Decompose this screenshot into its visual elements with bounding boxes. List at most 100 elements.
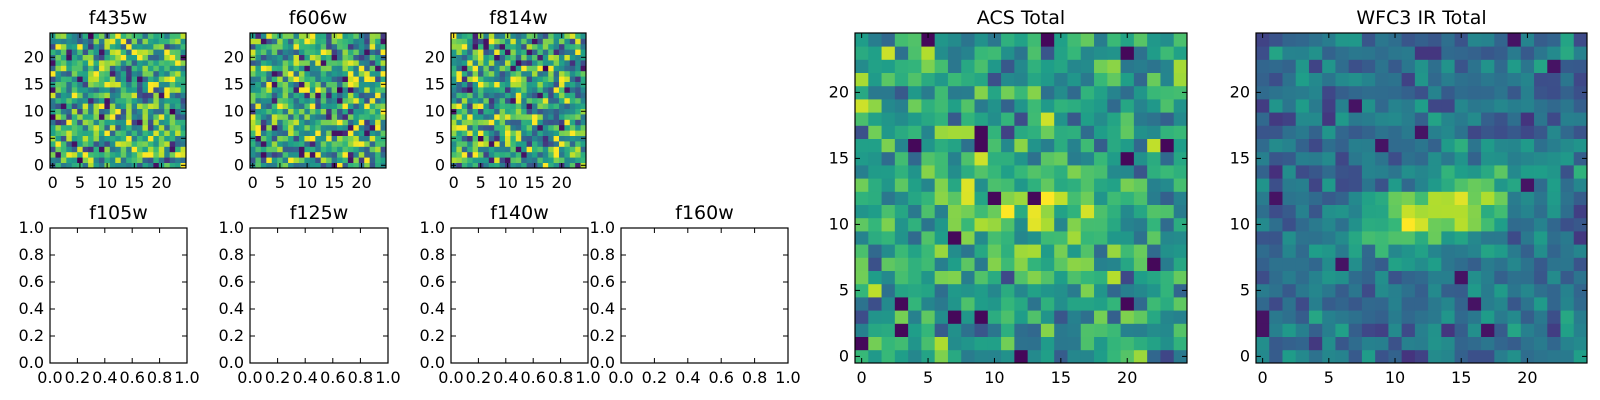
heatmap-cell	[380, 49, 387, 55]
heatmap-cell	[175, 130, 181, 136]
heatmap-cell	[369, 108, 376, 115]
heatmap-cell	[1160, 283, 1175, 298]
heatmap-cell	[1507, 231, 1522, 245]
heatmap-cell	[1388, 323, 1403, 337]
heatmap-cell	[282, 103, 289, 109]
heatmap-cell	[934, 85, 949, 100]
heatmap-cell	[521, 70, 527, 77]
heatmap-cell	[1133, 178, 1148, 192]
heatmap-cell	[974, 138, 989, 153]
x-tick-label: 15	[124, 173, 144, 192]
heatmap-cell	[548, 54, 554, 61]
heatmap-cell	[1375, 349, 1389, 364]
heatmap-cell	[564, 65, 571, 72]
heatmap-cell	[109, 97, 116, 104]
heatmap-cell	[293, 151, 300, 158]
heatmap-cell	[526, 151, 533, 158]
heatmap-cell	[537, 87, 544, 93]
heatmap-cell	[326, 54, 332, 61]
heatmap-cell	[1335, 336, 1350, 351]
heatmap-cell	[569, 114, 576, 120]
heatmap-cell	[934, 99, 949, 113]
heatmap-cell	[271, 146, 278, 153]
heatmap-cell	[1560, 59, 1575, 73]
heatmap-cell	[1335, 99, 1350, 113]
heatmap-cell	[315, 124, 322, 131]
heatmap-cell	[109, 87, 116, 93]
heatmap-cell	[1001, 99, 1015, 113]
heatmap-cell	[164, 60, 171, 66]
heatmap-cell	[1573, 310, 1588, 324]
heatmap-cell	[1507, 85, 1522, 100]
heatmap-cell	[55, 151, 62, 158]
heatmap-cell	[131, 76, 138, 82]
heatmap-cell	[1467, 323, 1482, 337]
heatmap-cell	[1547, 99, 1561, 113]
heatmap-cell	[1120, 138, 1135, 153]
axes-frame	[249, 32, 387, 169]
heatmap-cell	[353, 124, 360, 131]
heatmap-cell	[260, 49, 267, 55]
heatmap-cell	[358, 87, 365, 93]
x-tick-label: 0.0	[237, 368, 262, 387]
heatmap-cell	[1348, 257, 1363, 271]
heatmap-cell	[55, 119, 62, 126]
heatmap-cell	[169, 157, 176, 163]
heatmap-cell	[1027, 59, 1042, 73]
y-tick-label: 1.0	[420, 218, 445, 237]
heatmap-cell	[947, 310, 962, 324]
heatmap-cell	[304, 38, 311, 45]
heatmap-cell	[169, 124, 176, 131]
heatmap-cell	[499, 33, 506, 39]
heatmap-cell	[1040, 85, 1055, 100]
heatmap-cell	[1147, 323, 1161, 337]
heatmap-cell	[894, 323, 909, 337]
heatmap-cell	[1256, 349, 1270, 364]
heatmap-cell	[282, 141, 289, 147]
heatmap-cell	[1322, 125, 1336, 139]
heatmap-cell	[1120, 270, 1135, 285]
heatmap-cell	[868, 46, 882, 60]
heatmap-cell	[1441, 257, 1455, 271]
heatmap-cell	[1107, 297, 1121, 311]
x-tick-label: 0.6	[708, 368, 733, 387]
heatmap-cell	[461, 108, 468, 115]
heatmap-cell	[1147, 297, 1161, 311]
heatmap-cell	[342, 81, 349, 88]
heatmap-cell	[1173, 349, 1188, 364]
heatmap-cell	[142, 157, 149, 163]
heatmap-cell	[1520, 336, 1535, 351]
heatmap-cell	[1467, 270, 1482, 285]
heatmap-cell	[1494, 323, 1508, 337]
heatmap-cell	[499, 76, 506, 82]
heatmap-cell	[908, 323, 922, 337]
heatmap-cell	[1494, 270, 1508, 285]
heatmap-cell	[1454, 297, 1469, 311]
heatmap-cell	[1520, 283, 1535, 298]
heatmap-cell	[169, 49, 176, 55]
heatmap-cell	[1361, 217, 1376, 232]
heatmap-cell	[451, 70, 457, 77]
heatmap-cell	[93, 81, 100, 88]
heatmap-cell	[71, 146, 78, 153]
heatmap-cell	[320, 135, 327, 142]
heatmap-cell	[337, 54, 343, 61]
heatmap-cell	[147, 157, 154, 163]
heatmap-cell	[1173, 138, 1188, 153]
heatmap-cell	[142, 130, 149, 136]
heatmap-cell	[342, 70, 349, 77]
heatmap-cell	[1494, 112, 1508, 126]
heatmap-cell	[1256, 204, 1270, 219]
heatmap-cell	[553, 43, 560, 50]
heatmap-cell	[1269, 204, 1283, 219]
heatmap-cell	[456, 60, 463, 66]
heatmap-cell	[451, 146, 457, 153]
heatmap-cell	[559, 92, 565, 99]
heatmap-cell	[881, 191, 896, 205]
y-tick-label: 20	[829, 82, 849, 101]
heatmap-cell	[153, 141, 160, 147]
heatmap-cell	[1401, 349, 1416, 364]
heatmap-cell	[580, 151, 587, 158]
heatmap-cell	[1481, 72, 1495, 87]
heatmap-cell	[271, 43, 278, 50]
